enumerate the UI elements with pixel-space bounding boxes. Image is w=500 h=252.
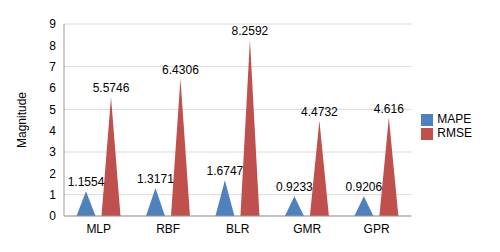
- svg-text:2: 2: [49, 167, 56, 181]
- svg-text:5: 5: [49, 103, 56, 117]
- svg-text:GMR: GMR: [293, 222, 321, 236]
- html-text:RMSE: RMSE: [437, 126, 472, 140]
- svg-text:1: 1: [49, 188, 56, 202]
- svg-text:5.5746: 5.5746: [93, 81, 130, 95]
- svg-text:BLR: BLR: [226, 222, 250, 236]
- svg-text:7: 7: [49, 60, 56, 74]
- svg-text:6: 6: [49, 81, 56, 95]
- svg-text:1.6747: 1.6747: [207, 164, 244, 178]
- svg-text:6.4306: 6.4306: [162, 63, 199, 77]
- svg-text:8.2592: 8.2592: [232, 24, 269, 38]
- svg-text:MLP: MLP: [86, 222, 111, 236]
- svg-text:4.616: 4.616: [374, 102, 404, 116]
- svg-text:3: 3: [49, 145, 56, 159]
- html-text:MAPE: MAPE: [437, 112, 472, 126]
- svg-text:0.9233: 0.9233: [276, 180, 313, 194]
- svg-text:4: 4: [49, 124, 56, 138]
- svg-text:1.3171: 1.3171: [137, 172, 174, 186]
- svg-text:9: 9: [49, 17, 56, 31]
- svg-text:GPR: GPR: [364, 222, 390, 236]
- svg-text:0.9206: 0.9206: [346, 180, 383, 194]
- svg-text:Magnitude: Magnitude: [15, 92, 29, 148]
- svg-text:4.4732: 4.4732: [301, 105, 338, 119]
- svg-text:1.1554: 1.1554: [68, 175, 105, 189]
- svg-text:8: 8: [49, 39, 56, 53]
- svg-text:0: 0: [49, 209, 56, 223]
- svg-text:RBF: RBF: [156, 222, 180, 236]
